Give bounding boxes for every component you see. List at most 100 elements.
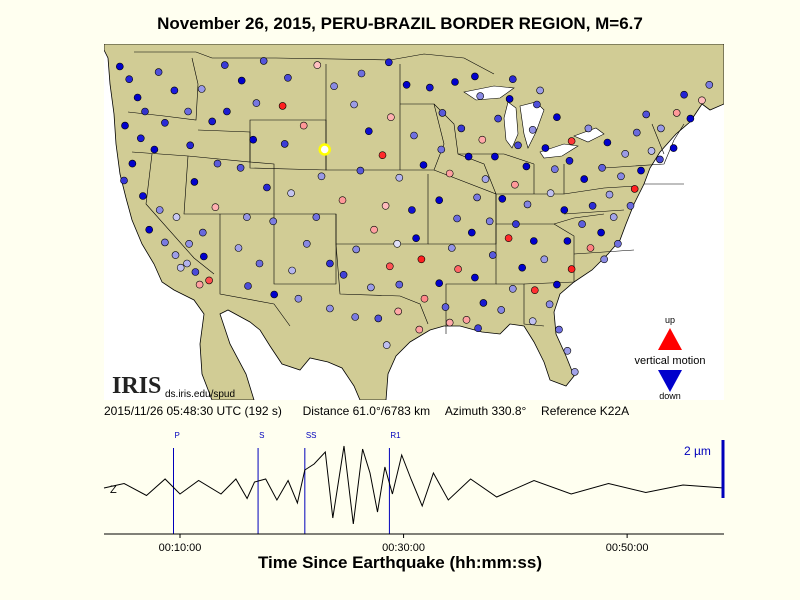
phase-markers: P S SS R1 <box>172 431 401 534</box>
station-marker <box>384 58 393 67</box>
station-marker <box>570 368 579 376</box>
station-marker <box>626 202 635 210</box>
station-marker <box>402 80 411 89</box>
station-marker <box>632 128 641 137</box>
station-marker <box>259 57 268 65</box>
station-marker <box>186 141 194 150</box>
station-marker <box>586 244 595 252</box>
station-marker <box>600 255 609 264</box>
station-marker <box>474 324 482 333</box>
station-marker <box>505 95 514 103</box>
event-time: 2015/11/26 05:48:30 UTC (192 s) <box>104 404 282 418</box>
station-marker <box>617 172 625 181</box>
seismogram: P S SS R1 Z 2 µm 00:10:00 00:30:00 00:50:00 <box>103 431 725 552</box>
station-marker <box>155 206 164 214</box>
station-marker <box>364 127 373 135</box>
station-marker <box>567 137 576 145</box>
station-marker <box>494 114 502 123</box>
station-marker <box>698 96 706 105</box>
station-marker <box>491 152 499 161</box>
station-marker <box>441 303 450 311</box>
station-marker <box>288 266 296 275</box>
station-marker <box>479 299 488 307</box>
station-marker <box>183 259 191 268</box>
station-marker <box>244 282 252 290</box>
station-marker <box>208 117 216 126</box>
station-marker <box>190 178 199 186</box>
station-marker <box>420 294 429 303</box>
station-marker <box>457 124 466 133</box>
down-arrow-icon <box>658 370 682 392</box>
station-marker <box>412 234 420 242</box>
station-marker <box>512 220 520 228</box>
station-marker <box>408 206 416 214</box>
station-marker <box>171 251 180 259</box>
station-marker <box>438 109 447 117</box>
station-marker <box>471 72 479 81</box>
station-marker <box>313 61 322 69</box>
station-marker <box>609 213 618 221</box>
map-canvas: IRIS ds.iris.edu/spud up vertical motion… <box>104 44 724 400</box>
station-marker <box>471 273 479 282</box>
station-marker <box>555 325 563 334</box>
station-marker <box>136 134 145 143</box>
station-marker <box>352 245 360 254</box>
station-map: IRIS ds.iris.edu/spud up vertical motion… <box>104 44 724 400</box>
station-marker <box>278 102 287 110</box>
station-marker <box>553 280 561 289</box>
station-marker <box>121 121 129 130</box>
station-marker <box>252 99 261 107</box>
station-marker <box>287 189 295 197</box>
great-lakes <box>463 85 605 159</box>
station-marker <box>504 234 513 242</box>
station-marker <box>382 341 391 349</box>
station-marker <box>445 169 454 178</box>
station-marker <box>339 271 348 279</box>
station-marker <box>545 300 554 309</box>
station-marker <box>518 263 527 272</box>
station-marker <box>481 175 490 183</box>
station-marker <box>563 237 572 245</box>
azimuth-value: 330.8° <box>491 404 527 418</box>
station-marker <box>161 119 169 127</box>
station-marker <box>356 166 365 175</box>
reference-label: Reference <box>541 404 597 418</box>
station-marker <box>385 262 394 271</box>
station-marker <box>680 90 688 99</box>
station-marker <box>255 259 264 268</box>
station-marker <box>394 307 403 316</box>
station-marker <box>588 202 597 210</box>
station-marker <box>284 73 292 82</box>
station-marker <box>603 138 612 147</box>
station-marker <box>445 318 454 327</box>
motion-legend: up vertical motion down <box>635 315 706 400</box>
station-marker <box>563 346 572 355</box>
station-marker <box>234 244 243 252</box>
station-marker <box>508 75 517 84</box>
station-marker <box>200 252 208 261</box>
station-marker <box>191 268 200 276</box>
station-marker <box>154 68 163 76</box>
azimuth-label: Azimuth <box>444 404 489 418</box>
station-marker <box>536 86 544 95</box>
station-marker <box>485 217 494 226</box>
station-marker <box>393 240 402 248</box>
legend-up-label: up <box>665 315 675 325</box>
station-marker <box>454 265 462 273</box>
station-marker <box>476 92 485 100</box>
station-marker <box>312 213 321 221</box>
station-marker <box>614 240 622 248</box>
station-marker <box>280 140 289 148</box>
station-marker <box>584 124 593 133</box>
x-tick-label: 00:10:00 <box>159 542 202 552</box>
phase-label: P <box>174 431 179 440</box>
phase-label: SS <box>306 431 317 440</box>
station-marker <box>705 80 714 89</box>
station-marker <box>205 276 213 285</box>
distance-label: Distance <box>302 404 350 418</box>
station-marker <box>270 290 278 299</box>
station-marker <box>410 131 418 140</box>
station-marker <box>453 214 461 223</box>
station-marker <box>630 185 639 193</box>
station-marker <box>605 190 614 199</box>
